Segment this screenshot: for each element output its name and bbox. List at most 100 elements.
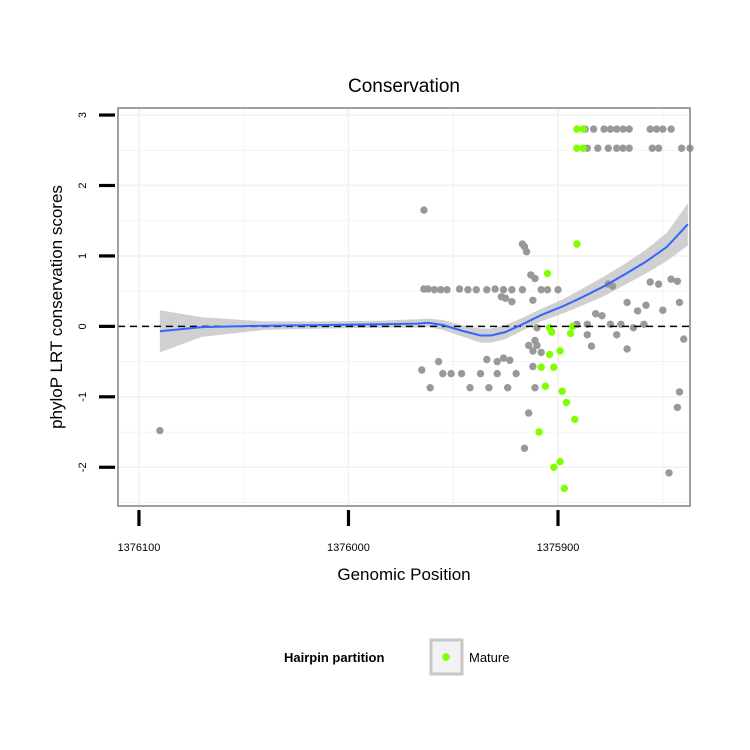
mature-point: [566, 329, 575, 338]
chart-title: Conservation: [348, 76, 460, 97]
data-point: [493, 357, 501, 366]
mature-point: [537, 363, 545, 371]
data-point: [677, 144, 686, 152]
mature-point: [545, 350, 554, 359]
data-point: [543, 286, 552, 294]
mature-point: [562, 398, 571, 407]
mature-point: [541, 382, 550, 390]
y-tick-label: -2: [77, 462, 89, 472]
data-point: [434, 357, 443, 366]
mature-point: [569, 322, 577, 331]
data-point: [430, 286, 439, 294]
data-point: [613, 331, 621, 339]
data-point: [464, 286, 472, 294]
data-point: [625, 125, 633, 133]
data-point: [529, 347, 537, 355]
data-point: [648, 144, 656, 152]
data-point: [613, 144, 621, 152]
mature-point: [560, 484, 568, 493]
data-point: [583, 331, 591, 339]
data-point: [675, 388, 684, 396]
data-point: [506, 356, 514, 364]
legend-title: Hairpin partition: [284, 650, 384, 665]
y-tick-label: 2: [77, 182, 89, 188]
data-point: [659, 306, 667, 314]
x-tick-label: 1376000: [327, 542, 370, 554]
confidence-ribbon: [159, 203, 688, 353]
mature-point: [535, 428, 543, 436]
data-point: [667, 275, 675, 283]
data-point: [424, 285, 432, 293]
data-point: [646, 125, 654, 133]
data-point: [512, 369, 520, 378]
data-point: [554, 286, 562, 294]
data-point: [499, 354, 508, 362]
y-tick-label: 0: [77, 323, 89, 329]
data-point: [633, 307, 642, 315]
y-tick-label: 3: [77, 112, 89, 118]
mature-point: [579, 125, 587, 133]
data-point: [493, 369, 501, 378]
data-point: [437, 286, 445, 294]
mature-point: [543, 269, 552, 278]
y-axis: -2 -1 0 1 2 3: [77, 112, 115, 472]
data-point: [642, 301, 650, 309]
data-point: [501, 294, 510, 302]
mature-point: [558, 387, 566, 395]
data-point: [659, 125, 667, 133]
data-point: [665, 469, 673, 477]
data-point: [652, 125, 661, 133]
data-point: [455, 285, 464, 293]
data-point: [476, 369, 485, 378]
data-point: [466, 384, 474, 392]
mature-point: [550, 363, 558, 371]
plot-border: [117, 107, 691, 507]
legend-key-mature: [442, 653, 450, 661]
data-point: [504, 384, 512, 392]
data-point: [600, 125, 608, 133]
data-point: [520, 444, 529, 452]
data-point: [418, 366, 426, 374]
data-point: [604, 144, 612, 152]
data-point: [680, 335, 688, 343]
mature-point: [573, 125, 581, 133]
data-point: [623, 345, 631, 353]
mature-point: [548, 328, 556, 336]
y-axis-title: phyloP LRT conservation scores: [47, 185, 66, 429]
data-point: [491, 285, 499, 293]
mature-point: [550, 463, 558, 471]
data-point: [646, 278, 654, 286]
data-point: [673, 277, 682, 285]
ribbon-layer: [159, 203, 688, 353]
data-point: [457, 369, 466, 378]
x-tick-label: 1375900: [537, 542, 580, 554]
mature-point: [573, 240, 581, 248]
data-point: [156, 426, 164, 435]
data-point: [518, 286, 527, 294]
x-axis-title: Genomic Position: [337, 565, 470, 584]
data-point: [640, 320, 648, 328]
legend-label-mature: Mature: [469, 650, 509, 665]
smooth-line-layer: [159, 223, 689, 337]
data-point: [629, 324, 638, 332]
smooth-trend-line: [159, 223, 689, 337]
data-point: [537, 286, 545, 294]
data-point: [589, 125, 598, 133]
data-point: [529, 296, 537, 304]
data-point: [619, 144, 627, 152]
data-point: [485, 384, 493, 392]
data-point: [608, 282, 617, 290]
x-tick-label: 1376100: [118, 542, 161, 554]
data-point: [531, 274, 539, 283]
mature-point: [571, 415, 579, 424]
data-point: [508, 286, 516, 294]
data-point: [587, 342, 596, 350]
data-point: [594, 144, 602, 152]
data-point: [426, 384, 434, 392]
mature-point: [556, 347, 564, 355]
data-point: [625, 144, 633, 152]
data-point: [675, 298, 684, 307]
mature-point: [573, 144, 581, 152]
data-point: [623, 298, 631, 307]
